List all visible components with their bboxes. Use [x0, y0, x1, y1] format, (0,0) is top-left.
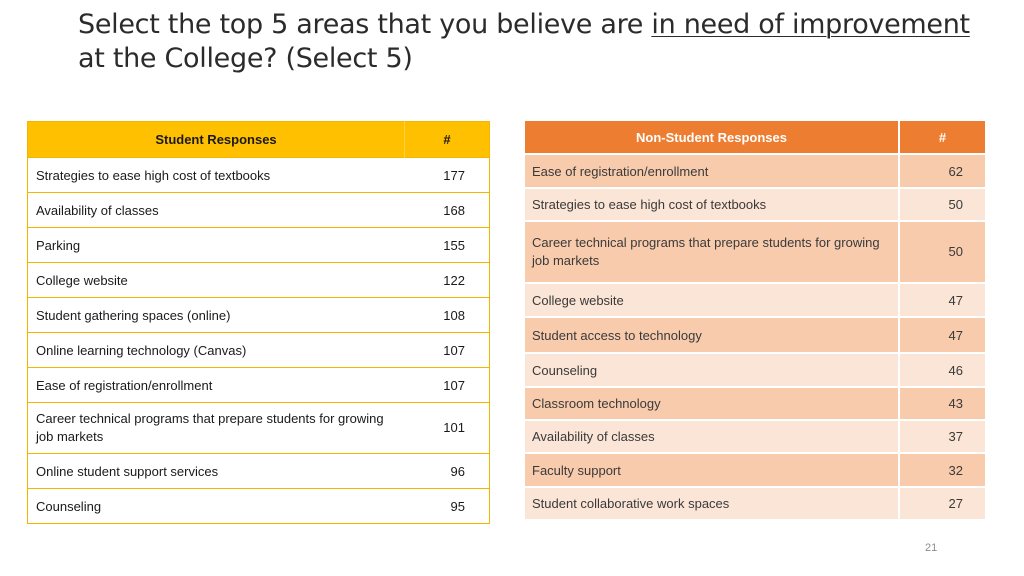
row-label: Online learning technology (Canvas) [27, 332, 405, 368]
row-label: Availability of classes [27, 192, 405, 228]
table-row: College website 122 [27, 262, 490, 298]
row-label: Counseling [525, 353, 900, 388]
table-row: Student access to technology 47 [525, 317, 985, 354]
row-count: 107 [404, 332, 490, 368]
row-count: 95 [404, 488, 490, 524]
row-count: 37 [899, 420, 985, 454]
row-label: Strategies to ease high cost of textbook… [525, 188, 900, 222]
row-count: 46 [899, 353, 985, 388]
slide-title: Select the top 5 areas that you believe … [78, 8, 978, 76]
row-count: 47 [899, 317, 985, 354]
row-label: Parking [27, 227, 405, 263]
nonstudent-header-count: # [899, 121, 985, 155]
page-number: 21 [925, 542, 938, 554]
row-label: Strategies to ease high cost of textbook… [27, 157, 405, 193]
row-label: Ease of registration/enrollment [27, 367, 405, 403]
table-row: Student collaborative work spaces 27 [525, 487, 985, 521]
table-row: Ease of registration/enrollment 62 [525, 154, 985, 189]
row-label: Student collaborative work spaces [525, 487, 900, 521]
row-label: Online student support services [27, 453, 405, 489]
row-count: 32 [899, 453, 985, 488]
row-label: Faculty support [525, 453, 900, 488]
row-label: Student access to technology [525, 317, 900, 354]
row-label: College website [525, 283, 900, 318]
row-count: 108 [404, 297, 490, 333]
row-count: 122 [404, 262, 490, 298]
table-row: Career technical programs that prepare s… [27, 402, 490, 454]
row-label: College website [27, 262, 405, 298]
row-count: 107 [404, 367, 490, 403]
row-count: 43 [899, 387, 985, 421]
row-count: 47 [899, 283, 985, 318]
student-header-count: # [404, 121, 490, 158]
row-label: Classroom technology [525, 387, 900, 421]
table-row: Availability of classes 168 [27, 192, 490, 228]
table-row: Online learning technology (Canvas) 107 [27, 332, 490, 368]
row-label: Counseling [27, 488, 405, 524]
table-row: Ease of registration/enrollment 107 [27, 367, 490, 403]
row-label: Ease of registration/enrollment [525, 154, 900, 189]
row-count: 27 [899, 487, 985, 521]
table-row: Career technical programs that prepare s… [525, 221, 985, 284]
table-row: Strategies to ease high cost of textbook… [525, 188, 985, 222]
table-row: Classroom technology 43 [525, 387, 985, 421]
student-responses-table: Student Responses # Strategies to ease h… [27, 121, 490, 524]
row-count: 62 [899, 154, 985, 189]
table-row: Online student support services 96 [27, 453, 490, 489]
title-text-underlined: in need of improvement [651, 9, 970, 40]
row-count: 50 [899, 188, 985, 222]
row-count: 155 [404, 227, 490, 263]
table-row: Counseling 95 [27, 488, 490, 524]
student-header-label: Student Responses [27, 121, 405, 158]
row-count: 168 [404, 192, 490, 228]
row-count: 101 [404, 402, 490, 454]
table-row: Student gathering spaces (online) 108 [27, 297, 490, 333]
nonstudent-header-label: Non-Student Responses [525, 121, 900, 155]
row-count: 96 [404, 453, 490, 489]
table-row: Faculty support 32 [525, 453, 985, 488]
row-label: Career technical programs that prepare s… [525, 221, 900, 284]
table-row: College website 47 [525, 283, 985, 318]
table-row: Counseling 46 [525, 353, 985, 388]
nonstudent-responses-table: Non-Student Responses # Ease of registra… [525, 121, 985, 521]
table-row: Strategies to ease high cost of textbook… [27, 157, 490, 193]
title-text-before: Select the top 5 areas that you believe … [78, 9, 652, 40]
row-count: 50 [899, 221, 985, 284]
row-label: Availability of classes [525, 420, 900, 454]
table-row: Parking 155 [27, 227, 490, 263]
row-label: Career technical programs that prepare s… [27, 402, 405, 454]
table-header-row: Non-Student Responses # [525, 121, 985, 155]
table-header-row: Student Responses # [27, 121, 490, 158]
row-label: Student gathering spaces (online) [27, 297, 405, 333]
table-row: Availability of classes 37 [525, 420, 985, 454]
row-count: 177 [404, 157, 490, 193]
title-text-after: at the College? (Select 5) [78, 43, 413, 74]
